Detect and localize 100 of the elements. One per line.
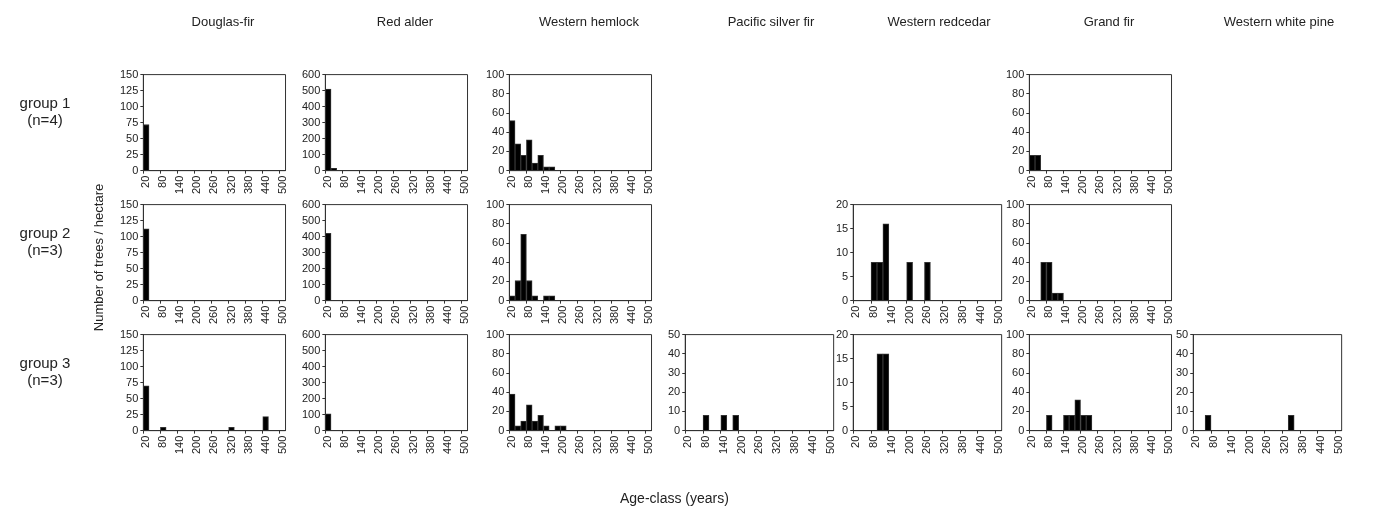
x-tick-label: 440 xyxy=(1144,435,1157,455)
y-tick-label: 100 xyxy=(301,407,321,420)
y-tick-label: 150 xyxy=(119,67,139,80)
x-tick-label: 260 xyxy=(1260,435,1273,455)
y-tick-label: 80 xyxy=(492,86,505,99)
chart-title: Western hemlock xyxy=(537,14,641,29)
x-tick-label: 80 xyxy=(522,175,535,188)
chart-title: Pacific silver fir xyxy=(726,14,816,29)
x-tick-label: 140 xyxy=(173,435,186,455)
x-tick-label: 260 xyxy=(920,305,933,325)
y-tick-label: 25 xyxy=(126,277,139,290)
x-tick-label: 200 xyxy=(734,435,747,455)
y-tick-label: 300 xyxy=(301,115,321,128)
y-tick-label: 5 xyxy=(842,399,849,412)
x-tick-label: 140 xyxy=(355,435,368,455)
y-tick-label: 80 xyxy=(492,216,505,229)
x-tick-label: 380 xyxy=(241,435,254,455)
x-tick-label: 80 xyxy=(1042,305,1055,318)
y-tick-label: 150 xyxy=(119,327,139,340)
x-tick-label: 440 xyxy=(258,175,271,195)
x-tick-label: 80 xyxy=(1042,435,1055,448)
y-tick-label: 0 xyxy=(314,293,321,306)
y-tick-label: 600 xyxy=(301,67,321,80)
x-tick-label: 80 xyxy=(338,175,351,188)
x-tick-label: 320 xyxy=(224,305,237,325)
y-tick-label: 50 xyxy=(1175,327,1189,340)
x-tick-label: 320 xyxy=(224,175,237,195)
y-tick-label: 0 xyxy=(1018,293,1025,306)
x-tick-label: 200 xyxy=(372,175,385,195)
y-tick-label: 10 xyxy=(835,375,849,388)
y-tick-label: 5 xyxy=(842,269,849,282)
x-tick-label: 80 xyxy=(338,305,351,318)
x-tick-label: 500 xyxy=(275,435,288,455)
chart-title: Grand fir xyxy=(1082,14,1136,29)
y-tick-label: 200 xyxy=(301,391,321,404)
y-tick-label: 50 xyxy=(126,131,139,144)
x-tick-label: 140 xyxy=(173,175,186,195)
x-tick-label: 200 xyxy=(902,305,915,325)
y-tick-label: 30 xyxy=(667,366,681,379)
x-tick-label: 500 xyxy=(1161,305,1174,325)
y-tick-label: 60 xyxy=(1012,236,1025,249)
x-tick-label: 440 xyxy=(1144,305,1157,325)
x-tick-label: 140 xyxy=(355,305,368,325)
y-tick-label: 20 xyxy=(1175,385,1189,398)
x-tick-label: 500 xyxy=(1161,175,1174,195)
x-tick-label: 200 xyxy=(1076,175,1089,195)
y-tick-label: 80 xyxy=(1012,86,1025,99)
x-tick-label: 440 xyxy=(624,435,637,455)
x-tick-label: 200 xyxy=(556,435,569,455)
y-tick-label: 125 xyxy=(119,343,139,356)
x-tick-label: 200 xyxy=(372,435,385,455)
x-tick-label: 140 xyxy=(539,305,552,325)
x-tick-label: 320 xyxy=(1110,305,1123,325)
y-tick-label: 400 xyxy=(301,359,321,372)
y-tick-label: 600 xyxy=(301,197,321,210)
x-tick-label: 440 xyxy=(440,435,453,455)
y-tick-label: 80 xyxy=(492,346,505,359)
x-tick-label: 200 xyxy=(902,435,915,455)
y-tick-label: 100 xyxy=(119,99,139,112)
x-tick-label: 320 xyxy=(938,305,951,325)
y-tick-label: 0 xyxy=(498,423,505,436)
x-tick-label: 140 xyxy=(1059,435,1072,455)
x-tick-label: 260 xyxy=(752,435,765,455)
y-tick-label: 400 xyxy=(301,229,321,242)
y-tick-label: 60 xyxy=(492,366,505,379)
x-tick-label: 380 xyxy=(423,305,436,325)
x-tick-label: 380 xyxy=(1127,175,1140,195)
x-tick-label: 320 xyxy=(590,435,603,455)
x-tick-label: 80 xyxy=(338,435,351,448)
x-tick-label: 260 xyxy=(573,305,586,325)
x-tick-label: 500 xyxy=(457,175,470,195)
x-tick-label: 80 xyxy=(867,435,880,448)
x-tick-label: 260 xyxy=(573,435,586,455)
x-tick-label: 140 xyxy=(173,305,186,325)
x-tick-label: 320 xyxy=(406,305,419,325)
x-tick-label: 80 xyxy=(522,305,535,318)
y-tick-label: 500 xyxy=(301,83,321,96)
x-tick-label: 380 xyxy=(1296,435,1309,455)
x-tick-label: 140 xyxy=(539,175,552,195)
y-tick-label: 0 xyxy=(842,423,849,436)
text: Age-class (years) xyxy=(620,490,729,506)
x-tick-label: 380 xyxy=(607,305,620,325)
x-tick-label: 80 xyxy=(156,305,169,318)
x-tick-label: 380 xyxy=(423,175,436,195)
x-tick-label: 140 xyxy=(1059,175,1072,195)
x-tick-label: 320 xyxy=(406,175,419,195)
y-tick-label: 0 xyxy=(314,163,321,176)
y-tick-label: 0 xyxy=(132,423,139,436)
x-tick-label: 200 xyxy=(190,305,203,325)
y-tick-label: 30 xyxy=(1175,366,1189,379)
x-tick-label: 200 xyxy=(1076,435,1089,455)
x-tick-label: 200 xyxy=(372,305,385,325)
x-tick-label: 500 xyxy=(641,305,654,325)
text: group 2 (n=3) xyxy=(18,224,72,258)
y-tick-label: 100 xyxy=(119,359,139,372)
chart-title: Western white pine xyxy=(1222,14,1336,29)
y-tick-label: 200 xyxy=(301,261,321,274)
x-tick-label: 140 xyxy=(884,435,897,455)
x-tick-label: 440 xyxy=(440,305,453,325)
y-tick-label: 100 xyxy=(485,327,505,340)
